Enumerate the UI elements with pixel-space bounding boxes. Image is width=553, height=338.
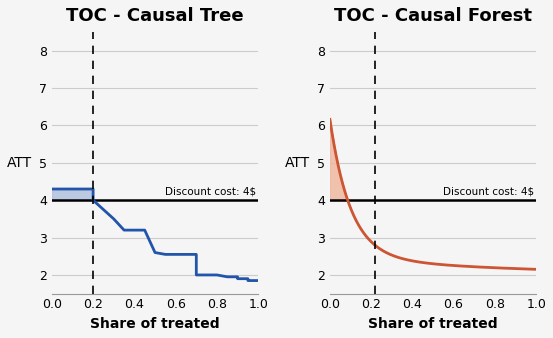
- Y-axis label: ATT: ATT: [285, 156, 310, 170]
- Title: TOC - Causal Forest: TOC - Causal Forest: [334, 7, 532, 25]
- Text: Discount cost: 4$: Discount cost: 4$: [443, 187, 534, 196]
- Text: Discount cost: 4$: Discount cost: 4$: [165, 187, 256, 196]
- Title: TOC - Causal Tree: TOC - Causal Tree: [66, 7, 244, 25]
- X-axis label: Share of treated: Share of treated: [368, 317, 498, 331]
- Y-axis label: ATT: ATT: [7, 156, 32, 170]
- X-axis label: Share of treated: Share of treated: [90, 317, 220, 331]
